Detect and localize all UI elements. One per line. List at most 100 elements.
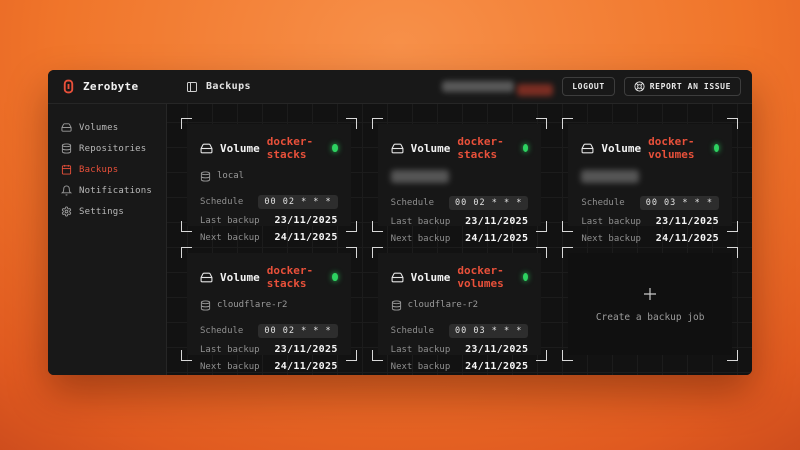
topbar: Zerobyte Backups LOGOUT bbox=[48, 70, 752, 104]
last-backup-value: 23/11/2025 bbox=[274, 215, 338, 226]
sidebar-item-repositories[interactable]: Repositories bbox=[48, 138, 166, 159]
repository-name: local bbox=[217, 171, 245, 181]
sidebar: Volumes Repositories Backups Notificatio… bbox=[48, 104, 167, 375]
logout-button[interactable]: LOGOUT bbox=[562, 77, 615, 96]
last-backup-label: Last backup bbox=[581, 216, 641, 227]
schedule-value: 00 03 * * * bbox=[449, 324, 529, 338]
schedule-label: Schedule bbox=[200, 197, 244, 207]
card-stats: Schedule 00 03 * * * Last backup 23/11/2… bbox=[391, 324, 529, 372]
next-backup-value: 24/11/2025 bbox=[465, 361, 529, 372]
backup-job-card[interactable]: Volume docker-volumes cloudflare-r2 Sche… bbox=[371, 247, 548, 372]
next-backup-value: 24/11/2025 bbox=[274, 361, 338, 372]
corner-bracket bbox=[727, 221, 738, 232]
card-stats: Schedule 00 02 * * * Last backup 23/11/2… bbox=[391, 196, 529, 244]
topbar-right: LOGOUT REPORT AN ISSUE bbox=[442, 77, 752, 96]
volume-name: docker-volumes bbox=[648, 135, 695, 161]
schedule-label: Schedule bbox=[200, 326, 244, 336]
create-backup-job-card[interactable]: Create a backup job bbox=[562, 247, 738, 361]
next-backup-label: Next backup bbox=[200, 361, 260, 372]
repository-row bbox=[390, 170, 529, 183]
corner-bracket bbox=[727, 350, 738, 361]
plus-icon bbox=[641, 285, 659, 303]
schedule-label: Schedule bbox=[390, 198, 435, 208]
last-backup-label: Last backup bbox=[200, 215, 260, 226]
next-backup-label: Next backup bbox=[200, 232, 260, 243]
backup-jobs-grid: Volume docker-stacks local Schedule 00 0… bbox=[181, 118, 738, 372]
next-backup-label: Next backup bbox=[390, 361, 451, 372]
corner-bracket bbox=[536, 221, 548, 232]
panel-left-icon[interactable] bbox=[186, 81, 198, 93]
backup-job-card[interactable]: Volume docker-stacks local Schedule 00 0… bbox=[181, 118, 357, 243]
sidebar-item-label: Backups bbox=[79, 164, 119, 175]
hard-drive-icon bbox=[581, 142, 594, 155]
app-window: Zerobyte Backups LOGOUT bbox=[48, 70, 752, 375]
corner-bracket bbox=[562, 350, 574, 361]
corner-bracket bbox=[181, 221, 192, 232]
corner-bracket bbox=[371, 118, 383, 129]
schedule-label: Schedule bbox=[390, 326, 435, 336]
database-icon bbox=[200, 299, 211, 311]
volume-name: docker-stacks bbox=[457, 135, 504, 161]
corner-bracket bbox=[562, 247, 574, 258]
sidebar-item-settings[interactable]: Settings bbox=[48, 201, 166, 222]
volume-label: Volume bbox=[410, 270, 451, 284]
last-backup-label: Last backup bbox=[390, 344, 451, 355]
corner-bracket bbox=[562, 221, 574, 232]
volume-label: Volume bbox=[601, 141, 642, 155]
database-icon bbox=[391, 299, 402, 311]
repository-row: local bbox=[200, 170, 338, 182]
redacted-repository bbox=[581, 170, 640, 183]
volume-name: docker-stacks bbox=[266, 135, 314, 161]
backup-job-card[interactable]: Volume docker-volumes Schedule 00 03 * *… bbox=[562, 118, 738, 244]
main-content: Volume docker-stacks local Schedule 00 0… bbox=[167, 104, 752, 375]
bell-icon bbox=[61, 185, 72, 196]
corner-bracket bbox=[727, 247, 738, 258]
life-buoy-icon bbox=[634, 81, 645, 92]
sidebar-item-label: Volumes bbox=[79, 122, 119, 133]
card-header: Volume docker-stacks bbox=[391, 135, 529, 161]
volume-name: docker-volumes bbox=[457, 264, 504, 290]
redacted-user-badge bbox=[517, 83, 554, 96]
corner-bracket bbox=[727, 118, 738, 129]
last-backup-value: 23/11/2025 bbox=[274, 344, 338, 355]
gear-icon bbox=[61, 206, 72, 217]
card-header: Volume docker-stacks bbox=[200, 264, 338, 290]
volume-label: Volume bbox=[220, 270, 260, 284]
schedule-label: Schedule bbox=[581, 198, 625, 208]
next-backup-value: 24/11/2025 bbox=[274, 232, 338, 243]
corner-bracket bbox=[181, 247, 192, 258]
card-header: Volume docker-volumes bbox=[581, 135, 719, 161]
backup-job-card[interactable]: Volume docker-stacks cloudflare-r2 Sched… bbox=[181, 247, 357, 372]
corner-bracket bbox=[371, 247, 383, 258]
corner-bracket bbox=[345, 350, 357, 361]
corner-bracket bbox=[371, 350, 383, 361]
corner-bracket bbox=[536, 118, 548, 129]
backup-job-card[interactable]: Volume docker-stacks Schedule 00 02 * * … bbox=[371, 118, 548, 244]
repository-name: cloudflare-r2 bbox=[407, 300, 479, 310]
repository-row bbox=[581, 170, 719, 183]
status-dot bbox=[523, 273, 529, 281]
sidebar-item-label: Notifications bbox=[79, 185, 153, 196]
volume-label: Volume bbox=[410, 141, 451, 155]
database-icon bbox=[61, 143, 72, 154]
hard-drive-icon bbox=[200, 271, 213, 284]
redacted-user-info bbox=[442, 81, 515, 92]
corner-bracket bbox=[345, 247, 357, 258]
hard-drive-icon bbox=[391, 142, 404, 155]
last-backup-label: Last backup bbox=[200, 344, 260, 355]
sidebar-item-notifications[interactable]: Notifications bbox=[48, 180, 166, 201]
sidebar-item-label: Settings bbox=[79, 206, 124, 217]
corner-bracket bbox=[536, 247, 548, 258]
sidebar-item-backups[interactable]: Backups bbox=[48, 159, 166, 180]
last-backup-value: 23/11/2025 bbox=[655, 216, 719, 227]
corner-bracket bbox=[536, 350, 548, 361]
zerobyte-logo-icon bbox=[61, 79, 76, 94]
card-header: Volume docker-volumes bbox=[391, 264, 529, 290]
database-icon bbox=[200, 170, 211, 182]
page-header: Backups bbox=[167, 81, 251, 93]
last-backup-value: 23/11/2025 bbox=[465, 216, 529, 227]
report-issue-button[interactable]: REPORT AN ISSUE bbox=[623, 77, 741, 96]
schedule-value: 00 02 * * * bbox=[258, 324, 338, 338]
sidebar-item-volumes[interactable]: Volumes bbox=[48, 117, 166, 138]
